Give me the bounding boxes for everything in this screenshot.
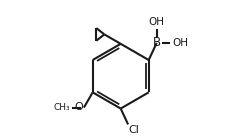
- Text: OH: OH: [173, 38, 189, 48]
- Text: O: O: [75, 102, 83, 112]
- Text: OH: OH: [149, 17, 165, 27]
- Text: B: B: [153, 36, 161, 49]
- Text: Cl: Cl: [129, 125, 140, 135]
- Text: CH₃: CH₃: [53, 103, 70, 112]
